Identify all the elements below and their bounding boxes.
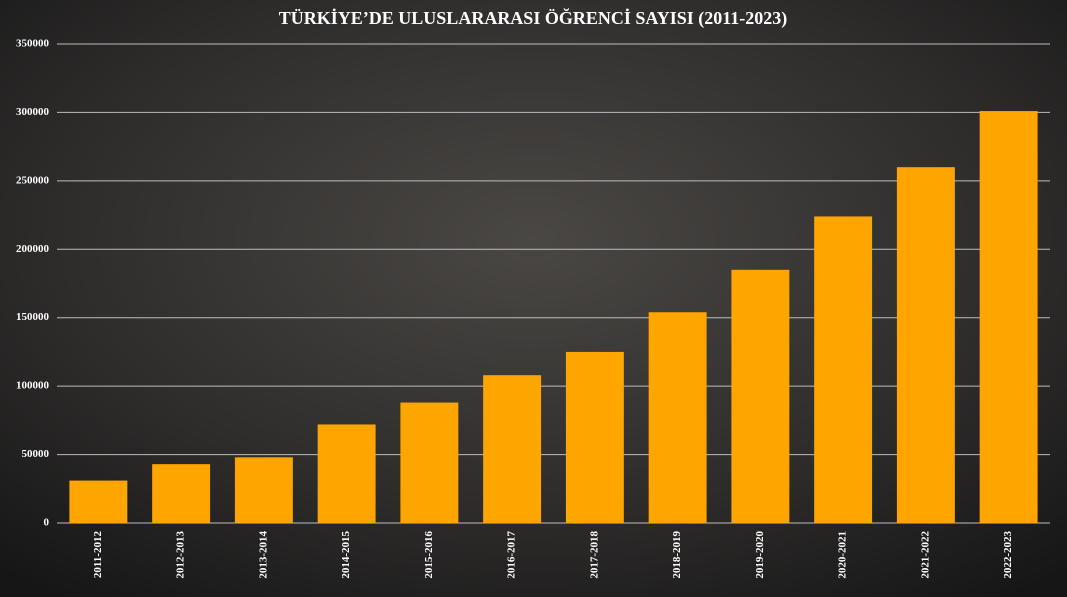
x-tick-label: 2013-2014 xyxy=(257,531,269,579)
bar xyxy=(483,375,542,523)
bar xyxy=(152,464,211,523)
x-tick-label: 2018-2019 xyxy=(671,531,683,579)
x-tick-label: 2020-2021 xyxy=(837,531,849,579)
x-tick-label: 2014-2015 xyxy=(340,531,352,579)
x-tick-label: 2012-2013 xyxy=(175,531,187,579)
bar xyxy=(317,424,376,523)
y-tick-label: 100000 xyxy=(16,380,50,392)
x-tick-label: 2011-2012 xyxy=(92,531,104,579)
bar xyxy=(731,269,790,523)
y-tick-label: 50000 xyxy=(22,448,50,460)
bar xyxy=(400,402,459,523)
x-tick-label: 2015-2016 xyxy=(423,531,435,579)
y-tick-label: 0 xyxy=(44,517,50,529)
x-tick-label: 2017-2018 xyxy=(588,531,600,579)
bar xyxy=(979,111,1038,523)
y-tick-label: 150000 xyxy=(16,311,50,323)
chart-title: TÜRKİYE’DE ULUSLARARASI ÖĞRENCİ SAYISI (… xyxy=(279,7,787,29)
y-tick-label: 250000 xyxy=(16,174,50,186)
bar xyxy=(565,351,624,523)
x-tick-label: 2022-2023 xyxy=(1002,531,1014,579)
bar xyxy=(648,312,707,523)
bar xyxy=(234,457,293,523)
x-tick-label: 2019-2020 xyxy=(754,531,766,579)
y-tick-label: 300000 xyxy=(16,106,50,118)
y-tick-label: 200000 xyxy=(16,243,50,255)
bar xyxy=(896,167,955,523)
x-tick-label: 2021-2022 xyxy=(919,531,931,579)
y-tick-label: 350000 xyxy=(16,38,50,50)
bar xyxy=(69,480,128,523)
x-tick-label: 2016-2017 xyxy=(506,531,518,579)
bar xyxy=(814,216,873,523)
